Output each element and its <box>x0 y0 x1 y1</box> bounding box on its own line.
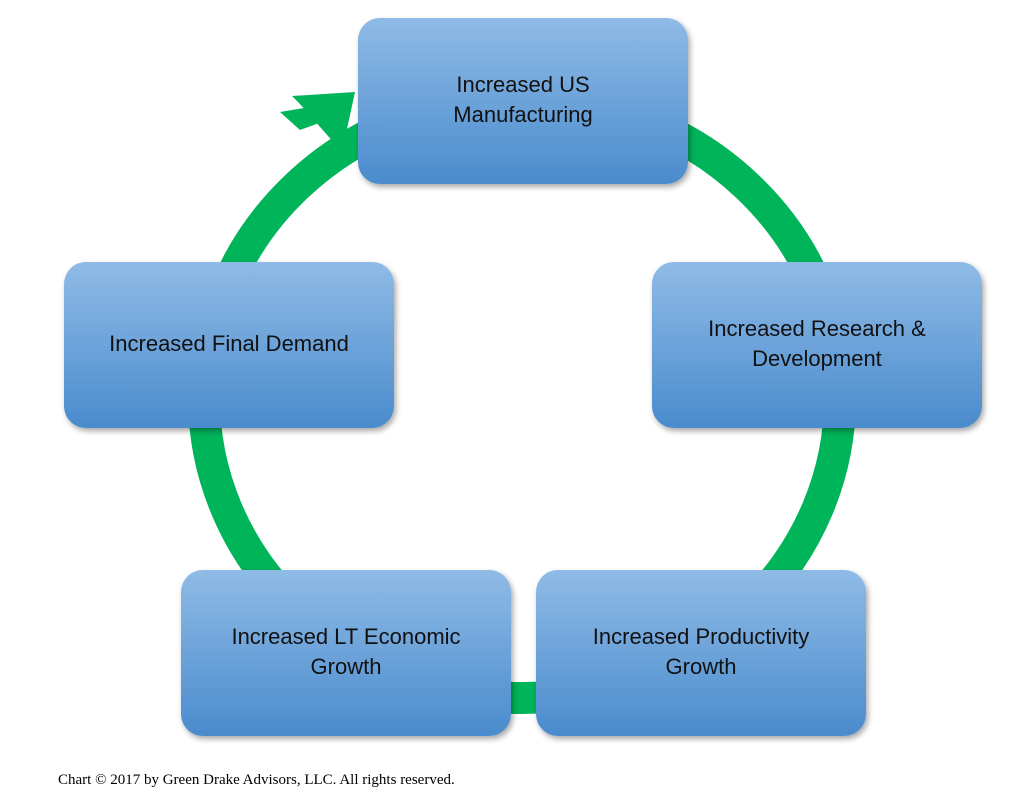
node: Increased Final Demand <box>64 262 394 428</box>
node: Increased Research & Development <box>652 262 982 428</box>
node-box <box>181 570 511 736</box>
node-label: Increased Final Demand <box>109 331 349 356</box>
node: Increased US Manufacturing <box>358 18 688 184</box>
node-label: Increased Research & <box>708 316 926 341</box>
node: Increased Productivity Growth <box>536 570 866 736</box>
node-label: Increased Productivity <box>593 624 809 649</box>
node-label: Increased US <box>456 72 589 97</box>
node-label: Growth <box>666 654 737 679</box>
node-label: Development <box>752 346 882 371</box>
node-label: Manufacturing <box>453 102 592 127</box>
footer: Chart © 2017 by Green Drake Advisors, LL… <box>58 772 455 788</box>
cycle-arrowhead-tip <box>293 92 355 152</box>
node-box <box>652 262 982 428</box>
node-box <box>536 570 866 736</box>
node-label: Growth <box>311 654 382 679</box>
node-box <box>358 18 688 184</box>
node-box <box>64 262 394 428</box>
node-label: Increased LT Economic <box>231 624 460 649</box>
node: Increased LT Economic Growth <box>181 570 511 736</box>
